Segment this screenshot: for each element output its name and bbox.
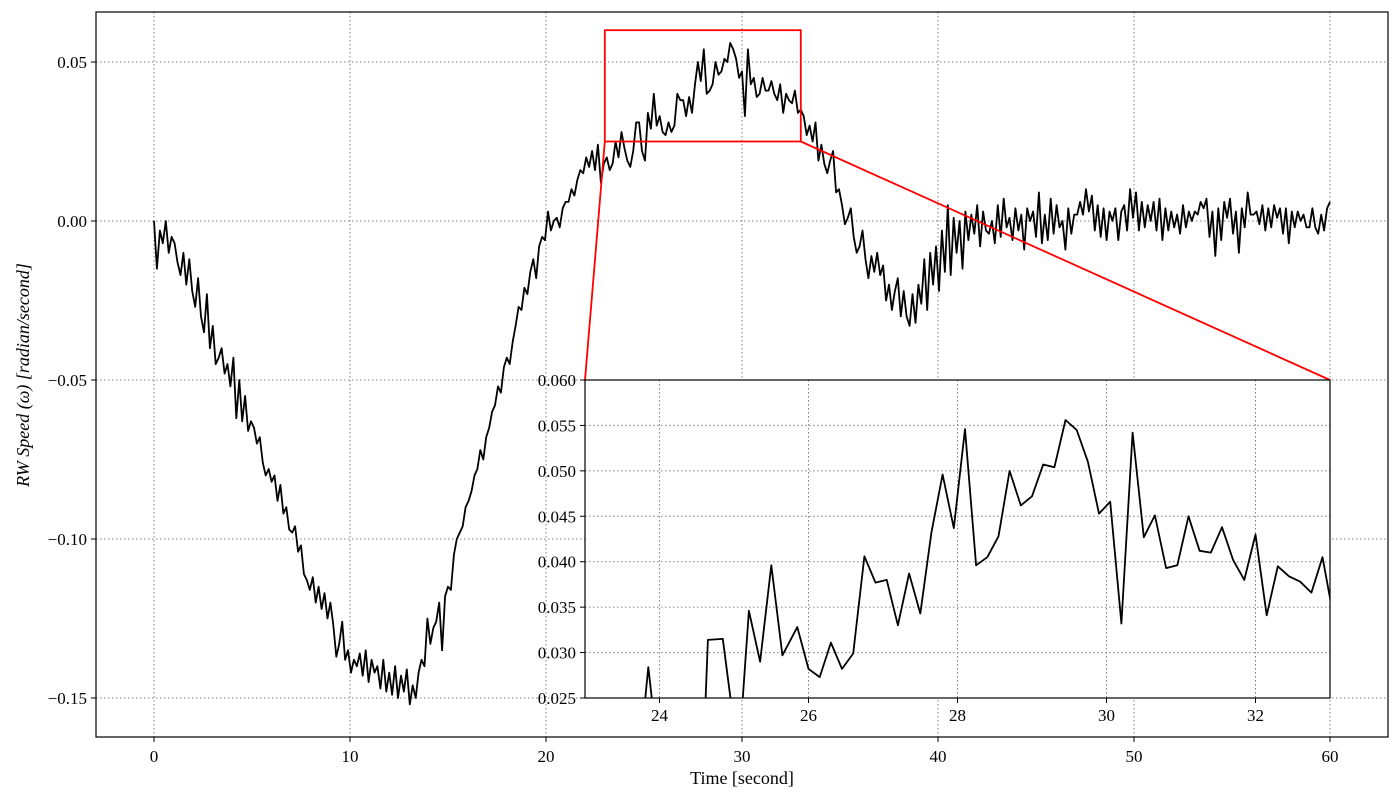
- x-tick-label: 30: [734, 747, 751, 766]
- inset-x-axis-ticks: 24 26 28 30 32: [651, 698, 1264, 725]
- x-tick-label: 40: [930, 747, 947, 766]
- inset-y-tick-label: 0.045: [538, 507, 576, 526]
- zoom-connector-left: [584, 141, 606, 381]
- x-tick-label: 10: [342, 747, 359, 766]
- x-axis-label: Time [second]: [690, 768, 794, 788]
- main-y-axis-ticks: 0.05 0.00 −0.05 −0.10 −0.15: [48, 53, 96, 708]
- inset-x-tick-label: 26: [800, 706, 817, 725]
- inset-y-tick-label: 0.030: [538, 644, 576, 663]
- y-tick-label: 0.00: [57, 212, 87, 231]
- x-tick-label: 0: [150, 747, 159, 766]
- x-tick-label: 50: [1126, 747, 1143, 766]
- inset-y-tick-label: 0.050: [538, 462, 576, 481]
- x-tick-label: 20: [538, 747, 555, 766]
- inset-y-tick-label: 0.060: [538, 371, 576, 390]
- inset-x-tick-label: 24: [651, 706, 669, 725]
- main-series-line: [153, 42, 1331, 706]
- y-tick-label: −0.15: [48, 689, 87, 708]
- inset-x-tick-label: 32: [1247, 706, 1264, 725]
- y-axis-label: RW Speed (ω) [radian/second]: [13, 263, 34, 488]
- inset-x-tick-label: 28: [949, 706, 966, 725]
- y-tick-label: −0.05: [48, 371, 87, 390]
- inset-y-tick-label: 0.025: [538, 689, 576, 708]
- inset-zoom-plot: 24 26 28 30 32 0.025 0.030 0.035 0.040 0.045 0.05…: [538, 371, 1331, 725]
- x-tick-label: 60: [1322, 747, 1339, 766]
- inset-background: [585, 380, 1330, 698]
- zoom-connector-right: [800, 140, 1331, 381]
- y-tick-label: −0.10: [48, 530, 87, 549]
- inset-series-line: [644, 419, 1330, 698]
- zoom-region-box: [603, 29, 802, 143]
- inset-y-axis-ticks: 0.025 0.030 0.035 0.040 0.045 0.050 0.055 0.060: [538, 371, 585, 708]
- inset-x-tick-label: 30: [1098, 706, 1115, 725]
- y-tick-label: 0.05: [57, 53, 87, 72]
- inset-y-tick-label: 0.055: [538, 416, 576, 435]
- inset-y-tick-label: 0.040: [538, 553, 576, 572]
- zoom-indicator: [584, 29, 1331, 381]
- inset-y-tick-label: 0.035: [538, 598, 576, 617]
- main-x-axis-ticks: 0 10 20 30 40 50 60: [150, 737, 1339, 766]
